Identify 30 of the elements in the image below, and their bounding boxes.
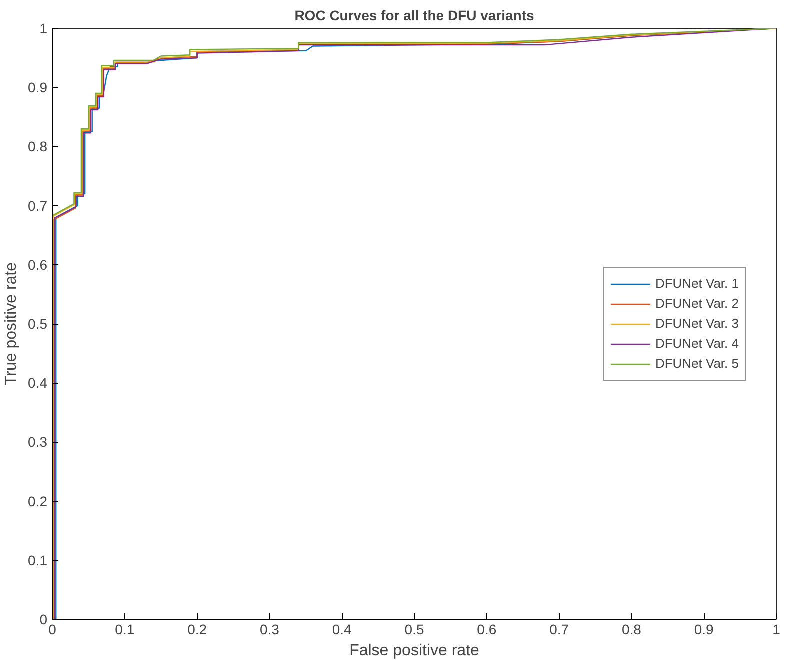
y-tick-label: 0.3 <box>28 434 48 450</box>
y-tick-label: 0.6 <box>28 256 48 273</box>
line-series <box>52 28 776 620</box>
y-tick-label: 0.1 <box>28 552 48 568</box>
x-tick-label: 0.7 <box>550 622 570 638</box>
x-tick-label: 0.2 <box>188 622 208 638</box>
x-axis-title: False positive rate <box>350 642 480 660</box>
y-tick-label: 0.2 <box>28 493 48 510</box>
y-tick-label: 0.9 <box>28 80 48 96</box>
y-tick-label: 0.5 <box>28 316 48 332</box>
chart-title: ROC Curves for all the DFU variants <box>294 8 535 24</box>
y-tick-label: 1 <box>40 20 48 36</box>
y-tick-label: 0 <box>40 612 48 628</box>
x-tick-label: 1 <box>772 622 781 638</box>
x-tick-label: 0.8 <box>622 622 642 638</box>
legend-label: DFUNet Var. 2 <box>655 296 739 311</box>
x-tick-label: 0.9 <box>694 622 714 638</box>
x-tick-label: 0.6 <box>477 622 497 638</box>
legend-label: DFUNet Var. 3 <box>655 316 739 331</box>
legend-label: DFUNet Var. 5 <box>655 356 739 371</box>
x-tick-label: 0.1 <box>115 622 135 638</box>
y-axis-title: True positive rate <box>3 262 20 386</box>
legend-label: DFUNet Var. 1 <box>655 276 739 291</box>
legend-label: DFUNet Var. 4 <box>655 336 739 351</box>
y-tick-label: 0.4 <box>28 375 48 392</box>
y-tick-label: 0.8 <box>28 138 48 155</box>
x-tick-label: 0.5 <box>404 622 424 638</box>
x-tick-label: 0.4 <box>332 622 352 638</box>
y-tick-label: 0.7 <box>28 198 48 214</box>
x-tick-label: 0.3 <box>260 622 280 638</box>
